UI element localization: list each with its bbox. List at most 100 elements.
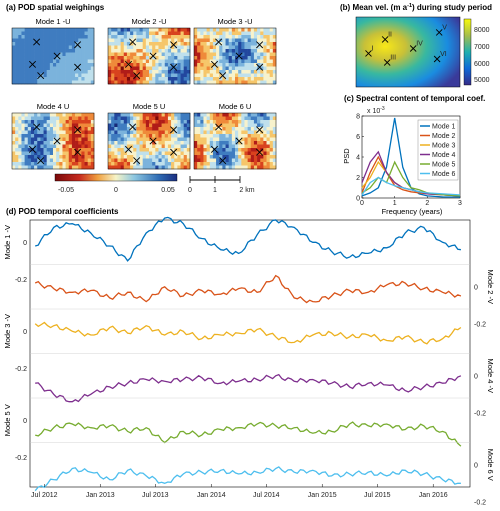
legend-entry: Mode 2 <box>432 133 455 140</box>
y-tick-label: 0 <box>23 329 27 336</box>
panel-a-title: (a) POD spatial weighings <box>6 3 105 12</box>
map-title: Mode 4 U <box>37 102 70 111</box>
site-marker <box>124 145 133 153</box>
site-marker <box>37 72 45 80</box>
x-tick-label: Jan 2016 <box>419 492 448 499</box>
y-tick-label: 6 <box>356 134 360 141</box>
legend-entry: Mode 4 <box>432 152 455 159</box>
map-title: Mode 2 -U <box>131 17 166 26</box>
map-title: Mode 5 U <box>133 102 166 111</box>
site-marker <box>133 72 141 80</box>
colorbar-b-tick: 5000 <box>474 77 490 84</box>
pod-weighting-map <box>107 27 191 85</box>
panel-c-title: (c) Spectral content of temporal coef. <box>344 94 485 103</box>
site-marker <box>37 157 45 165</box>
colorbar-b-tick: 8000 <box>474 27 490 34</box>
site-marker <box>28 60 37 68</box>
map-title: Mode 3 -U <box>217 17 252 26</box>
pod-weighting-map <box>193 112 277 170</box>
site-marker <box>256 41 264 49</box>
y-tick-label: 0 <box>474 462 478 469</box>
pod-weighting-map <box>193 27 277 85</box>
site-marker <box>170 126 178 134</box>
site-marker <box>28 145 37 153</box>
x-tick-label: 1 <box>393 200 397 207</box>
y-tick-label: -0.2 <box>474 499 486 506</box>
y-tick-label: 0 <box>474 284 478 291</box>
colorbar-b-tick: 7000 <box>474 44 490 51</box>
psd-exponent: x 10-3 <box>367 106 385 115</box>
psd-plot: 0 1 2 3 0 2 4 6 8 Mode 1 Mode 2 Mode 3 Mode 4 Mode 5 M… <box>356 114 462 208</box>
y-tick-label: 0 <box>23 418 27 425</box>
y-tick-label: 0 <box>23 240 27 247</box>
scalebar-label: 1 <box>213 187 217 194</box>
timeseries-line <box>35 421 462 447</box>
row-label: Mode 3 -V <box>3 314 12 349</box>
y-tick-label: -0.2 <box>474 410 486 417</box>
legend-entry: Mode 6 <box>432 171 455 178</box>
site-marker <box>129 123 137 131</box>
site-marker <box>133 157 141 165</box>
x-tick-label: 2 <box>425 200 429 207</box>
legend-entry: Mode 1 <box>432 124 455 131</box>
x-tick-label: 0 <box>360 200 364 207</box>
x-tick-label: Jan 2015 <box>308 492 337 499</box>
site-marker <box>124 60 133 68</box>
timeseries-line <box>34 274 462 304</box>
timeseries-line <box>34 466 461 492</box>
map-title: Mode 1 -U <box>35 17 70 26</box>
y-tick-label: -0.2 <box>474 321 486 328</box>
row-label: Mode 5 V <box>3 404 12 436</box>
site-marker <box>256 63 264 71</box>
site-marker <box>219 72 227 80</box>
colorbar-a-tick: -0.05 <box>58 187 74 194</box>
site-marker <box>74 63 82 71</box>
y-tick-label: -0.2 <box>15 455 27 462</box>
pod-weighting-map <box>11 27 95 85</box>
site-marker <box>381 36 389 43</box>
x-tick-label: 3 <box>458 200 462 207</box>
site-marker <box>383 59 391 66</box>
site-marker <box>149 137 157 145</box>
legend-entry: Mode 5 <box>432 162 455 169</box>
site-label: III <box>390 55 396 62</box>
x-tick-label: Jul 2015 <box>364 492 391 499</box>
row-label: Mode 4 -V <box>486 358 495 393</box>
y-tick-label: 8 <box>356 114 360 121</box>
x-tick-label: Jul 2013 <box>142 492 169 499</box>
timeseries-line <box>35 216 461 262</box>
map-title: Mode 6 U <box>219 102 252 111</box>
pod-weighting-map <box>107 112 191 170</box>
site-marker <box>235 137 243 145</box>
site-marker <box>210 145 219 153</box>
site-marker <box>235 52 243 60</box>
site-marker <box>149 52 157 60</box>
x-tick-label: Jul 2014 <box>253 492 280 499</box>
pod-weighting-map <box>11 112 95 170</box>
panel-b-colorbar <box>463 18 472 86</box>
psd-legend <box>417 119 459 181</box>
site-marker <box>256 148 264 156</box>
y-tick-label: 0 <box>474 373 478 380</box>
site-marker <box>170 148 178 156</box>
panel-b-title: (b) Mean vel. (m a-1) during study perio… <box>340 3 492 12</box>
x-tick-label: Jan 2014 <box>197 492 226 499</box>
site-label: II <box>388 31 392 38</box>
panel-d-title: (d) POD temporal coefficients <box>6 207 119 216</box>
site-marker <box>129 38 137 46</box>
site-marker <box>409 45 417 52</box>
site-marker <box>74 41 82 49</box>
site-marker <box>170 63 178 71</box>
scale-bar <box>189 176 241 183</box>
site-marker <box>433 55 441 63</box>
site-label: VI <box>440 51 447 58</box>
psd-ylabel: PSD <box>342 148 351 164</box>
legend-entry: Mode 3 <box>432 143 455 150</box>
site-marker <box>33 123 41 131</box>
site-marker <box>170 41 178 49</box>
site-marker <box>215 123 223 131</box>
site-marker <box>53 137 61 145</box>
mean-velocity-map <box>355 16 461 88</box>
x-tick-label: Jan 2013 <box>86 492 115 499</box>
